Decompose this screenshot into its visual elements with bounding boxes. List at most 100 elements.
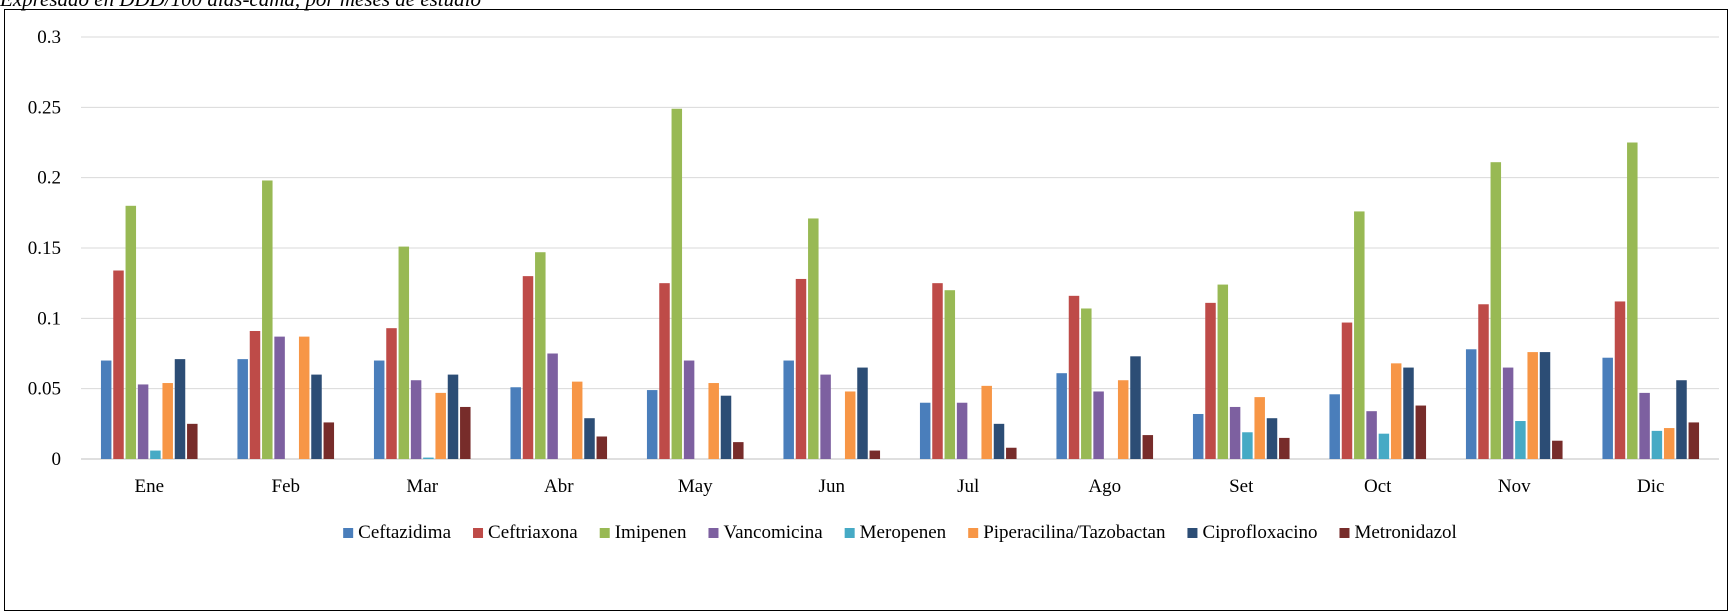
bar-piperacilina-tazobactan xyxy=(1117,380,1129,459)
chart-caption: Expresado en DDD/100 días-cama, por mese… xyxy=(0,0,481,12)
legend-label: Vancomicina xyxy=(723,522,823,543)
bar-ciprofloxacino xyxy=(1676,380,1687,459)
bars xyxy=(100,108,1700,460)
bar-ciprofloxacino xyxy=(447,374,459,459)
legend-swatch xyxy=(1339,528,1350,538)
legend-item: Ciprofloxacino xyxy=(1187,522,1317,543)
bar-piperacilina-tazobactan xyxy=(571,381,583,459)
bar-imipenen xyxy=(1217,284,1229,459)
bar-ceftazidima xyxy=(1056,373,1067,459)
bar-ceftriaxona xyxy=(659,283,670,459)
bar-metronidazol xyxy=(1006,447,1017,459)
bar-imipenen xyxy=(808,218,819,459)
legend-swatch xyxy=(968,528,979,538)
bar-metronidazol xyxy=(1142,435,1154,459)
bar-meropenen xyxy=(1515,421,1526,459)
bar-ceftazidima xyxy=(237,359,248,459)
y-tick-label: 0 xyxy=(52,449,62,470)
bar-vancomicina xyxy=(137,384,149,459)
y-tick-label: 0.1 xyxy=(37,308,61,329)
bar-piperacilina-tazobactan xyxy=(162,383,173,459)
bar-ciprofloxacino xyxy=(1266,418,1278,459)
bar-piperacilina-tazobactan xyxy=(844,391,856,459)
bar-meropenen xyxy=(423,457,434,459)
bar-ceftriaxona xyxy=(249,330,261,459)
y-axis: 0 0.05 0.1 0.15 0.2 0.25 0.3 xyxy=(28,27,61,470)
x-tick-label: Ago xyxy=(1088,476,1121,497)
bar-vancomicina xyxy=(956,402,968,459)
bar-ceftriaxona xyxy=(932,283,943,459)
bar-ceftazidima xyxy=(100,360,112,459)
x-tick-label: Nov xyxy=(1498,476,1531,497)
bar-vancomicina xyxy=(547,353,558,459)
bar-ceftazidima xyxy=(1329,394,1340,459)
bar-imipenen xyxy=(944,290,956,459)
bar-ceftazidima xyxy=(783,360,794,459)
legend-label: Imipenen xyxy=(615,522,687,543)
legend-label: Ciprofloxacino xyxy=(1202,522,1317,543)
bar-imipenen xyxy=(1081,308,1092,459)
legend-item: Piperacilina/Tazobactan xyxy=(968,522,1166,543)
bar-ceftriaxona xyxy=(386,328,397,459)
legend-item: Meropenen xyxy=(844,522,947,543)
bar-ceftriaxona xyxy=(1205,302,1216,459)
bar-vancomicina xyxy=(683,360,695,459)
legend-label: Metronidazol xyxy=(1354,522,1456,543)
bar-ciprofloxacino xyxy=(1130,356,1141,459)
bar-vancomicina xyxy=(820,374,831,459)
legend-item: Vancomicina xyxy=(708,522,823,543)
bar-imipenen xyxy=(1354,211,1365,459)
bar-imipenen xyxy=(1627,142,1638,459)
legend-swatch xyxy=(1187,528,1198,538)
bar-metronidazol xyxy=(869,450,881,459)
bar-metronidazol xyxy=(1688,422,1700,459)
x-tick-label: Ene xyxy=(134,476,164,497)
gridlines xyxy=(81,36,1719,460)
bar-ceftazidima xyxy=(919,402,931,459)
x-tick-label: Feb xyxy=(272,476,301,497)
bar-vancomicina xyxy=(1229,406,1241,459)
bar-ciprofloxacino xyxy=(993,423,1005,459)
y-tick-label: 0.25 xyxy=(28,97,61,118)
bar-ciprofloxacino xyxy=(584,418,595,459)
x-tick-label: Jul xyxy=(957,476,979,497)
bar-vancomicina xyxy=(274,336,285,459)
bar-ceftriaxona xyxy=(1478,304,1489,459)
bar-ceftazidima xyxy=(646,390,658,459)
bar-ceftazidima xyxy=(510,387,521,459)
legend-label: Meropenen xyxy=(860,522,947,543)
x-tick-label: Abr xyxy=(544,476,574,497)
bar-piperacilina-tazobactan xyxy=(981,385,992,459)
bar-meropenen xyxy=(1242,432,1253,459)
bar-piperacilina-tazobactan xyxy=(708,383,719,459)
bar-ceftriaxona xyxy=(1614,301,1626,459)
bar-ceftazidima xyxy=(1192,413,1204,459)
legend-swatch xyxy=(473,528,484,538)
bar-vancomicina xyxy=(410,380,422,459)
bar-ceftriaxona xyxy=(1341,322,1353,459)
bar-metronidazol xyxy=(1415,405,1427,459)
bar-ceftriaxona xyxy=(795,278,807,459)
chart-frame: 0 0.05 0.1 0.15 0.2 0.25 0.3 Ene Feb Mar Abr May Ju… xyxy=(4,9,1728,611)
bar-meropenen xyxy=(1378,433,1390,459)
x-tick-label: May xyxy=(678,476,713,497)
bar-piperacilina-tazobactan xyxy=(435,392,446,459)
legend-item: Imipenen xyxy=(599,522,687,543)
x-tick-label: Jun xyxy=(819,476,846,497)
legend-label: Ceftazidima xyxy=(358,522,451,543)
bar-vancomicina xyxy=(1502,367,1514,459)
bar-metronidazol xyxy=(733,442,744,459)
bar-piperacilina-tazobactan xyxy=(1527,352,1538,459)
legend-swatch xyxy=(708,528,719,538)
bar-vancomicina xyxy=(1366,411,1377,459)
legend-swatch xyxy=(844,528,855,538)
bar-metronidazol xyxy=(187,423,198,459)
bar-imipenen xyxy=(535,252,546,459)
bar-piperacilina-tazobactan xyxy=(298,336,310,459)
x-tick-label: Dic xyxy=(1637,476,1664,497)
y-tick-label: 0.15 xyxy=(28,238,61,259)
legend-swatch xyxy=(343,528,354,538)
x-tick-label: Oct xyxy=(1364,476,1392,497)
bar-imipenen xyxy=(1490,162,1502,459)
bar-ciprofloxacino xyxy=(720,395,732,459)
